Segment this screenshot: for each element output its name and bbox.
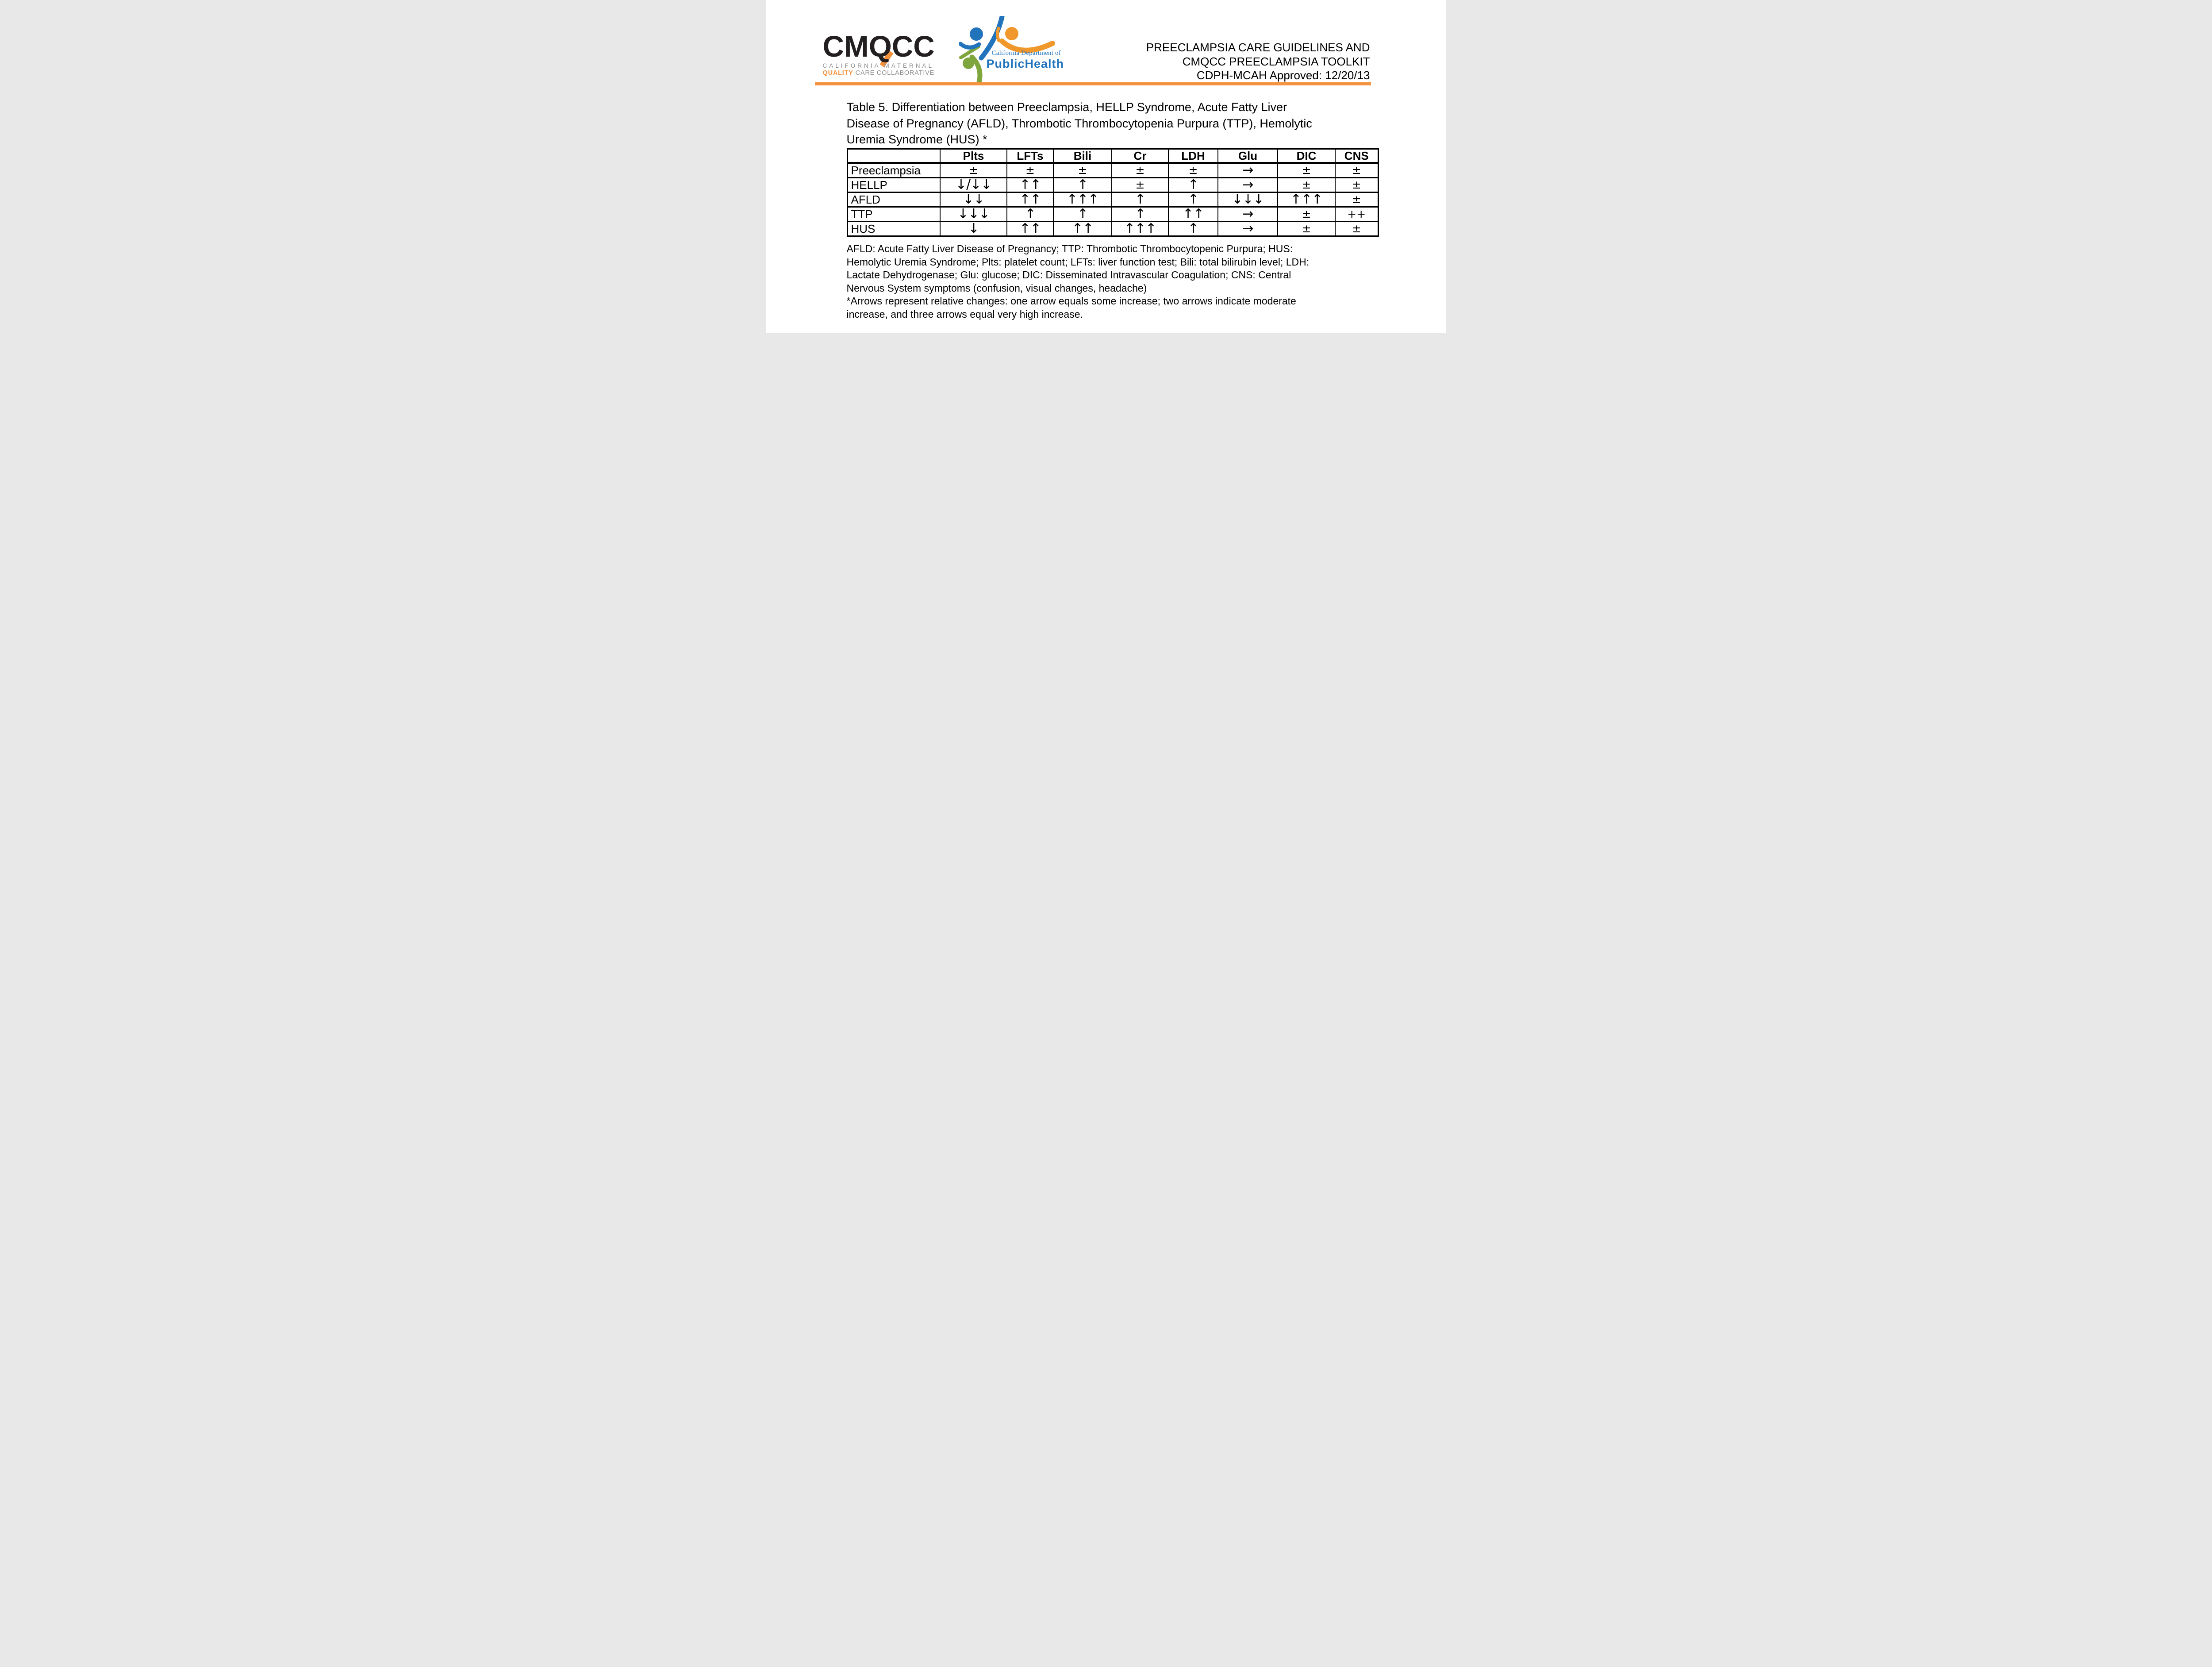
cmqcc-tagline-bottom: QUALITY CARE COLLABORATIVE [823, 69, 935, 77]
cell-ttp-cns: ++ [1335, 206, 1379, 222]
footnote-line-2: Hemolytic Uremia Syndrome; Plts: platele… [846, 256, 1310, 268]
header-divider-rule [814, 82, 1371, 85]
column-header-cr: Cr [1111, 148, 1169, 164]
table-caption-line-1: Table 5. Differentiation between Preecla… [846, 100, 1287, 114]
cell-preeclampsia-bili: ± [1053, 162, 1112, 178]
cell-hus-lfts: ↑↑ [1006, 220, 1054, 237]
document-title-line-1: PREECLAMPSIA CARE GUIDELINES AND [1146, 41, 1370, 54]
footnote-line-6: increase, and three arrows equal very hi… [846, 308, 1083, 320]
cell-afld-cr: ↑ [1111, 191, 1169, 208]
cdph-name-line: PublicHealth [986, 57, 1064, 70]
cdph-dept-line: California Department of [991, 50, 1061, 57]
document-page: CMQCC CALIFORNIA MATERNAL QUALITY CARE C… [766, 0, 1446, 333]
column-header-bili: Bili [1053, 148, 1112, 164]
cmqcc-tagline-rest: CARE COLLABORATIVE [853, 69, 935, 77]
cell-afld-cns: ± [1335, 191, 1379, 208]
cell-hellp-plts: ↓/↓↓ [940, 177, 1007, 193]
cell-preeclampsia-ldh: ± [1168, 162, 1218, 178]
cell-hellp-dic: ± [1277, 177, 1336, 193]
row-label-ttp: TTP [847, 206, 941, 222]
cell-hus-cr: ↑↑↑ [1111, 220, 1169, 237]
row-label-hellp: HELLP [847, 177, 941, 193]
row-label-preeclampsia: Preeclampsia [847, 162, 941, 178]
cell-hus-glu: → [1217, 220, 1278, 237]
cell-ttp-glu: → [1217, 206, 1278, 222]
differentiation-table: Plts LFTs Bili Cr LDH Glu DIC CNS Preeclampsia ± ±… [846, 148, 1379, 237]
footnote-line-1: AFLD: Acute Fatty Liver Disease of Pregn… [846, 243, 1293, 254]
column-header-cns: CNS [1335, 148, 1379, 164]
cdph-figures-icon [959, 16, 1055, 83]
footnote-line-4: Nervous System symptoms (confusion, visu… [846, 282, 1147, 294]
cell-preeclampsia-lfts: ± [1006, 162, 1054, 178]
table-caption-line-2: Disease of Pregnancy (AFLD), Thrombotic … [846, 116, 1312, 130]
cell-ttp-plts: ↓↓↓ [940, 206, 1007, 222]
cell-afld-bili: ↑↑↑ [1053, 191, 1112, 208]
table-caption: Table 5. Differentiation between Preecla… [847, 99, 1312, 148]
corner-blank-cell [847, 148, 941, 164]
table-row-preeclampsia: Preeclampsia ± ± ± ± ± → ± ± [847, 162, 1379, 178]
cell-ttp-lfts: ↑ [1006, 206, 1054, 222]
column-header-plts: Plts [940, 148, 1007, 164]
cell-afld-ldh: ↑ [1168, 191, 1218, 208]
column-header-ldh: LDH [1168, 148, 1218, 164]
cell-hellp-bili: ↑ [1053, 177, 1112, 193]
cell-ttp-bili: ↑ [1053, 206, 1112, 222]
cell-afld-plts: ↓↓ [940, 191, 1007, 208]
table-row-hellp: HELLP ↓/↓↓ ↑↑ ↑ ± ↑ → ± ± [847, 177, 1379, 193]
cell-hellp-glu: → [1217, 177, 1278, 193]
cell-hus-bili: ↑↑ [1053, 220, 1112, 237]
table-header-row: Plts LFTs Bili Cr LDH Glu DIC CNS [847, 148, 1379, 164]
table-row-hus: HUS ↓ ↑↑ ↑↑ ↑↑↑ ↑ → ± ± [847, 220, 1379, 237]
cmqcc-tagline-top: CALIFORNIA MATERNAL [822, 62, 934, 69]
cell-preeclampsia-cr: ± [1111, 162, 1169, 178]
document-title-line-3: CDPH-MCAH Approved: 12/20/13 [1196, 69, 1370, 82]
cell-hus-ldh: ↑ [1168, 220, 1218, 237]
cell-ttp-ldh: ↑↑ [1168, 206, 1218, 222]
cell-afld-lfts: ↑↑ [1006, 191, 1054, 208]
table-caption-line-3: Uremia Syndrome (HUS) * [846, 133, 987, 146]
column-header-lfts: LFTs [1006, 148, 1054, 164]
column-header-glu: Glu [1217, 148, 1278, 164]
cell-hellp-ldh: ↑ [1168, 177, 1218, 193]
footnote-line-5: *Arrows represent relative changes: one … [846, 295, 1296, 307]
cell-hellp-lfts: ↑↑ [1006, 177, 1054, 193]
cell-afld-dic: ↑↑↑ [1277, 191, 1336, 208]
row-label-afld: AFLD [847, 191, 941, 208]
footnote-line-3: Lactate Dehydrogenase; Glu: glucose; DIC… [846, 269, 1291, 281]
row-label-hus: HUS [847, 220, 941, 237]
cmqcc-logo: CMQCC CALIFORNIA MATERNAL QUALITY CARE C… [822, 32, 938, 78]
cell-afld-glu: ↓↓↓ [1217, 191, 1278, 208]
cell-hus-plts: ↓ [940, 220, 1007, 237]
cell-hellp-cns: ± [1335, 177, 1379, 193]
document-title: PREECLAMPSIA CARE GUIDELINES AND CMQCC P… [1146, 41, 1370, 83]
cdph-logo: California Department of PublicHealth [959, 16, 1073, 83]
cell-preeclampsia-cns: ± [1335, 162, 1379, 178]
cmqcc-wordmark: CMQCC [822, 30, 935, 63]
document-title-line-2: CMQCC PREECLAMPSIA TOOLKIT [1182, 54, 1370, 68]
cell-ttp-cr: ↑ [1111, 206, 1169, 222]
cell-hellp-cr: ± [1111, 177, 1169, 193]
cmqcc-tagline-quality: QUALITY [822, 69, 853, 77]
column-header-dic: DIC [1277, 148, 1336, 164]
cell-preeclampsia-plts: ± [940, 162, 1007, 178]
cell-hus-dic: ± [1277, 220, 1336, 237]
table-row-ttp: TTP ↓↓↓ ↑ ↑ ↑ ↑↑ → ± ++ [847, 206, 1379, 222]
cell-hus-cns: ± [1335, 220, 1379, 237]
table-footnotes: AFLD: Acute Fatty Liver Disease of Pregn… [847, 243, 1310, 321]
cell-preeclampsia-glu: → [1217, 162, 1278, 178]
cell-ttp-dic: ± [1277, 206, 1336, 222]
table-row-afld: AFLD ↓↓ ↑↑ ↑↑↑ ↑ ↑ ↓↓↓ ↑↑↑ ± [847, 191, 1379, 208]
cell-preeclampsia-dic: ± [1277, 162, 1336, 178]
